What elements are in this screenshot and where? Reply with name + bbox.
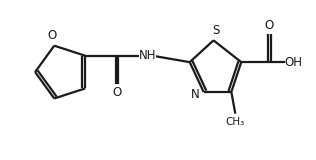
Text: O: O <box>112 86 122 99</box>
Text: S: S <box>212 24 219 37</box>
Text: O: O <box>48 29 57 42</box>
Text: NH: NH <box>139 49 156 62</box>
Text: N: N <box>191 88 200 101</box>
Text: CH₃: CH₃ <box>226 117 245 127</box>
Text: O: O <box>264 19 274 32</box>
Text: OH: OH <box>285 56 303 69</box>
